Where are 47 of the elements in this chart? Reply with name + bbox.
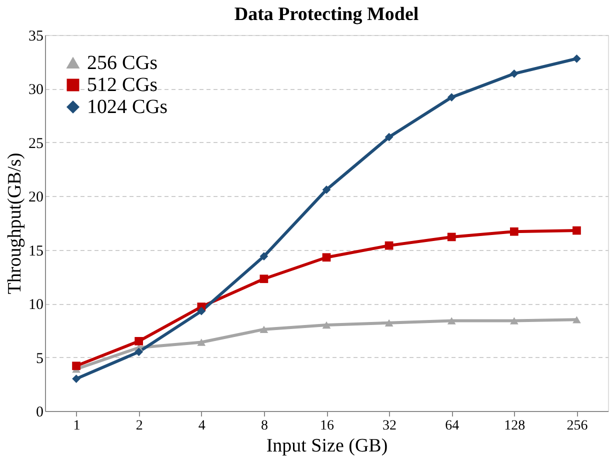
- point: [384, 319, 394, 327]
- x-tick-label: 2: [136, 418, 143, 434]
- point: [384, 132, 394, 142]
- legend-label: 256 CGs: [87, 52, 158, 74]
- y-tick-label: 0: [36, 404, 44, 420]
- point: [322, 253, 331, 262]
- point: [72, 362, 80, 370]
- point: [572, 316, 581, 324]
- x-tick-label: 1: [73, 418, 80, 434]
- x-tick-label: 128: [504, 418, 526, 434]
- x-tick-label: 16: [320, 418, 334, 434]
- legend-label: 1024 CGs: [87, 96, 168, 118]
- point: [197, 306, 206, 316]
- y-tick-label: 10: [28, 297, 44, 314]
- point: [72, 374, 80, 383]
- point: [260, 274, 268, 284]
- y-tick-label: 5: [36, 350, 44, 367]
- legend-label: 512 CGs: [87, 74, 158, 96]
- x-tick-label: 4: [198, 418, 206, 434]
- y-tick-label: 35: [28, 28, 44, 44]
- point: [260, 326, 268, 333]
- y-tick-label: 15: [28, 243, 44, 260]
- point: [510, 69, 518, 78]
- x-tick-label: 64: [445, 418, 460, 434]
- point: [322, 186, 331, 194]
- point: [447, 93, 456, 102]
- x-tick-label: 256: [566, 418, 588, 434]
- point: [447, 317, 456, 324]
- y-axis-title: Throughput(GB/s): [4, 152, 26, 294]
- point: [134, 348, 144, 356]
- y-tick-label: 25: [28, 136, 44, 152]
- point: [322, 321, 331, 329]
- point: [197, 338, 206, 346]
- y-tick-label: 30: [28, 82, 44, 98]
- x-tick-label: 8: [260, 418, 268, 434]
- chart-title: Data Protecting Model: [234, 4, 419, 25]
- point: [134, 336, 144, 346]
- point: [260, 252, 268, 260]
- point: [572, 54, 581, 63]
- point: [384, 241, 394, 250]
- x-tick-label: 32: [382, 418, 397, 434]
- point: [510, 227, 518, 236]
- point: [572, 226, 581, 235]
- x-axis-title: Input Size (GB): [266, 436, 388, 456]
- point: [510, 317, 518, 324]
- y-tick-label: 20: [28, 190, 44, 206]
- point: [447, 232, 456, 242]
